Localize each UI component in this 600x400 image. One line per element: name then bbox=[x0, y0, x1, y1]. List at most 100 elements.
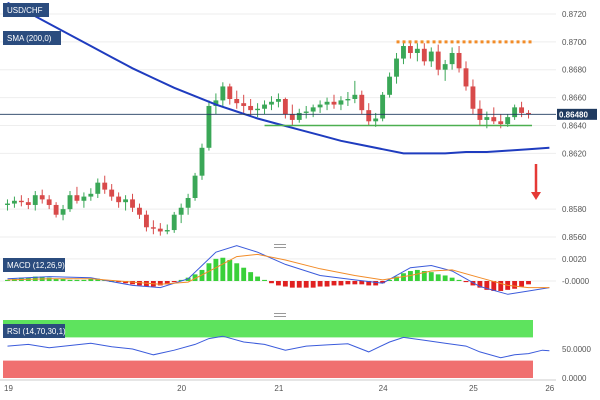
macd-histogram-bar bbox=[428, 272, 434, 281]
macd-histogram-bar bbox=[373, 281, 379, 286]
sma-badge: SMA (200,0) bbox=[3, 31, 61, 45]
macd-histogram-bar bbox=[227, 259, 233, 281]
price-tick-label: 0.8580 bbox=[562, 205, 587, 214]
macd-histogram-bar bbox=[484, 281, 490, 290]
macd-histogram-bar bbox=[60, 278, 66, 281]
macd-histogram-bar bbox=[220, 257, 226, 281]
price-tick-label: 0.8680 bbox=[562, 66, 587, 75]
macd-tick-label: 0.0020 bbox=[562, 255, 587, 264]
rsi-badge: RSI (14,70,30,1) bbox=[3, 324, 66, 338]
candle-body bbox=[505, 117, 511, 125]
current-price-value: 0.86480 bbox=[559, 110, 588, 119]
macd-histogram-bar bbox=[477, 281, 483, 288]
candle-body bbox=[262, 104, 267, 109]
candle-body bbox=[526, 112, 531, 115]
candle-body bbox=[470, 86, 476, 109]
x-tick-label: 21 bbox=[274, 384, 283, 393]
panel-resize-handle-2[interactable] bbox=[274, 313, 286, 317]
candle-body bbox=[491, 117, 497, 122]
macd-histogram-bar bbox=[262, 279, 267, 281]
price-tick-label: 0.8620 bbox=[562, 149, 587, 158]
candle-body bbox=[359, 94, 365, 111]
candle-body bbox=[352, 94, 358, 99]
price-candles bbox=[5, 40, 531, 236]
macd-histogram bbox=[5, 257, 531, 291]
candle-body bbox=[248, 105, 254, 111]
candle-body bbox=[345, 98, 351, 101]
macd-histogram-bar bbox=[164, 281, 170, 285]
macd-histogram-bar bbox=[185, 277, 191, 281]
macd-histogram-bar bbox=[116, 281, 122, 283]
x-tick-label: 26 bbox=[545, 384, 554, 393]
candle-body bbox=[25, 202, 31, 205]
candle-body bbox=[171, 214, 177, 231]
macd-histogram-bar bbox=[414, 269, 420, 281]
candle-body bbox=[484, 117, 490, 120]
macd-histogram-bar bbox=[67, 279, 73, 281]
rsi-tick-label: 0.0000 bbox=[562, 374, 587, 383]
rsi-overbought-zone bbox=[3, 320, 533, 338]
price-tick-label: 0.8560 bbox=[562, 233, 587, 242]
candle-body bbox=[39, 195, 45, 200]
price-tick-label: 0.8700 bbox=[562, 38, 587, 47]
candle-body bbox=[519, 107, 525, 113]
candle-body bbox=[338, 100, 344, 105]
macd-histogram-bar bbox=[491, 281, 497, 291]
macd-histogram-bar bbox=[470, 281, 476, 286]
down-arrow-icon bbox=[531, 164, 541, 200]
macd-histogram-bar bbox=[421, 271, 427, 281]
candle-body bbox=[116, 196, 122, 203]
candle-body bbox=[255, 108, 261, 111]
macd-histogram-bar bbox=[303, 281, 309, 288]
candle-body bbox=[123, 199, 129, 203]
candle-body bbox=[227, 86, 233, 99]
candle-body bbox=[143, 214, 149, 228]
candle-body bbox=[387, 76, 393, 95]
macd-histogram-bar bbox=[463, 281, 469, 283]
macd-histogram-bar bbox=[380, 281, 386, 284]
macd-panel: MACD (12,26,9) 0.0020 -0.0000 bbox=[0, 245, 590, 295]
macd-histogram-bar bbox=[519, 281, 525, 287]
macd-histogram-bar bbox=[498, 281, 504, 291]
x-tick-label: 24 bbox=[379, 384, 388, 393]
candle-body bbox=[32, 195, 38, 205]
candle-body bbox=[366, 110, 372, 122]
macd-histogram-bar bbox=[442, 275, 448, 281]
price-tick-label: 0.8660 bbox=[562, 94, 587, 103]
sma-200-line bbox=[7, 1, 550, 155]
candle-body bbox=[234, 98, 240, 104]
candle-body bbox=[74, 195, 80, 201]
macd-badge: MACD (12,26,9) bbox=[3, 258, 65, 272]
candle-body bbox=[150, 227, 156, 229]
macd-histogram-bar bbox=[456, 279, 462, 281]
candle-body bbox=[241, 103, 247, 106]
candle-body bbox=[512, 107, 518, 118]
price-tick-label: 0.8720 bbox=[562, 10, 587, 19]
candle-body bbox=[331, 101, 337, 105]
macd-signal-line bbox=[7, 253, 550, 289]
candle-body bbox=[435, 51, 441, 70]
current-price-tag: 0.86480 bbox=[557, 108, 597, 120]
candle-body bbox=[220, 86, 226, 101]
macd-histogram-bar bbox=[394, 276, 399, 281]
macd-histogram-bar bbox=[213, 258, 219, 281]
candle-body bbox=[130, 199, 135, 208]
macd-histogram-bar bbox=[234, 263, 240, 281]
macd-tick-label: -0.0000 bbox=[562, 277, 590, 286]
candle-body bbox=[67, 195, 73, 210]
candle-body bbox=[18, 200, 24, 203]
macd-histogram-bar bbox=[81, 279, 87, 281]
candle-body bbox=[303, 111, 309, 113]
symbol-label: USD/CHF bbox=[7, 6, 43, 15]
candle-body bbox=[394, 58, 399, 77]
candle-body bbox=[157, 228, 163, 232]
macd-histogram-bar bbox=[331, 281, 337, 286]
candle-body bbox=[95, 182, 101, 194]
candle-body bbox=[53, 204, 59, 215]
candle-body bbox=[463, 68, 469, 87]
symbol-badge: USD/CHF bbox=[3, 3, 49, 17]
macd-histogram-bar bbox=[359, 281, 365, 285]
panel-resize-handle-1[interactable] bbox=[274, 244, 286, 248]
price-panel: USD/CHF SMA (200,0) 0.8560 0.8580 0.8620 0.… bbox=[0, 0, 597, 244]
